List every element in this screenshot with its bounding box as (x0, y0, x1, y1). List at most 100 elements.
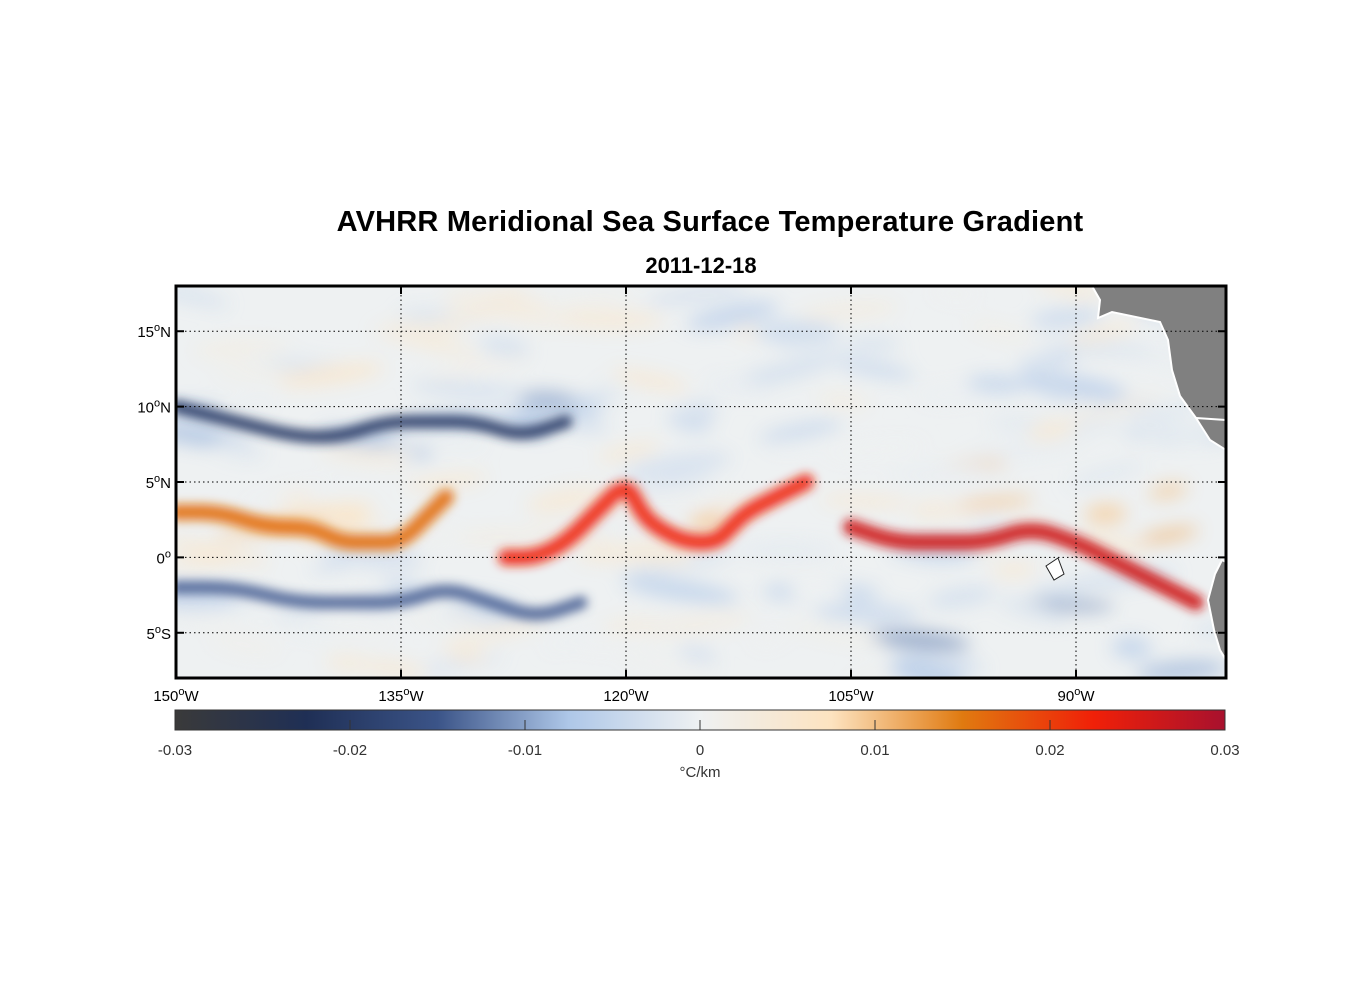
texture-blob (1016, 352, 1079, 373)
texture-blob (824, 438, 927, 461)
colorbar-tick-label: -0.02 (333, 742, 367, 759)
texture-blob (1112, 637, 1152, 659)
y-tick-label: 10oN (137, 398, 171, 417)
texture-blob (1040, 342, 1153, 356)
texture-blob (677, 401, 719, 421)
texture-blob (214, 439, 264, 460)
texture-blob (968, 321, 1033, 342)
texture-blob (625, 493, 744, 505)
texture-blob (460, 604, 513, 622)
texture-blob (847, 337, 899, 347)
texture-blob (176, 286, 230, 307)
feature-north-cold-band (176, 400, 573, 444)
feature-equatorial-front (176, 489, 454, 551)
texture-blob (686, 301, 779, 330)
texture-blob (1056, 395, 1164, 425)
texture-blob (1032, 586, 1084, 602)
texture-blob (1143, 419, 1215, 445)
land-galapagos (1045, 557, 1065, 581)
texture-blob (1084, 504, 1127, 524)
texture-blob (752, 321, 840, 343)
land-panama (1194, 416, 1226, 452)
colorbar-units: °C/km (679, 764, 721, 781)
x-tick-label: 135oW (378, 686, 424, 705)
texture-blob (582, 634, 655, 652)
x-tick-label: 150oW (153, 686, 199, 705)
y-tick-label: 15oN (137, 322, 171, 341)
texture-blob (423, 355, 531, 381)
texture-blob (819, 496, 914, 507)
colorbar-tick-label: 0.02 (1035, 742, 1064, 759)
texture-blob (619, 552, 735, 579)
texture-blob (735, 541, 838, 560)
feature-tiw-crest-2 (498, 474, 814, 566)
land-central-america (900, 286, 1226, 662)
texture-blob (1066, 463, 1145, 486)
texture-blob (765, 437, 828, 452)
texture-blob (598, 443, 661, 461)
texture-blob (176, 598, 237, 628)
texture-blob (1136, 661, 1226, 678)
colorbar-tick-label: 0 (696, 742, 704, 759)
texture-blob (518, 391, 578, 409)
texture-blob (1138, 527, 1199, 544)
texture-blob (581, 551, 694, 565)
axis-ticks (175, 286, 1226, 678)
land-ecuador-peru (1206, 558, 1226, 662)
texture-blob (318, 445, 411, 466)
texture-blob (526, 486, 605, 513)
texture-blob (622, 577, 739, 603)
texture-blob (355, 660, 428, 677)
texture-blob (554, 310, 665, 330)
texture-blob (816, 393, 870, 408)
texture-blob (1069, 324, 1137, 343)
feature-south-cold-band (176, 581, 588, 621)
texture-blob (750, 626, 789, 649)
texture-blob (531, 524, 636, 551)
texture-blob (897, 654, 985, 672)
texture-blob (1065, 404, 1159, 425)
texture-blob (1148, 484, 1188, 499)
texture-blob (539, 293, 636, 310)
y-tick-label: 5oN (146, 473, 171, 492)
texture-blob (966, 376, 1026, 393)
y-tick-label: 5oS (147, 624, 171, 643)
feature-east-front (843, 519, 1204, 611)
texture-blob (1030, 308, 1103, 328)
chart-subtitle: 2011-12-18 (645, 253, 757, 278)
texture-blob (325, 653, 372, 673)
texture-blob (479, 337, 530, 356)
texture-blob (997, 598, 1071, 623)
texture-blob (645, 286, 750, 304)
field-features (176, 400, 1204, 621)
texture-blob (328, 516, 367, 528)
texture-blob (991, 562, 1037, 578)
colorbar-ticks: -0.03 -0.02 -0.01 0 0.01 0.02 0.03 (158, 720, 1240, 759)
texture-blob (633, 475, 715, 495)
axis-labels: 150oW 135oW 120oW 105oW 90oW 15oN 10oN 5oN 0o 5oS (137, 322, 1095, 705)
texture-blob (1075, 532, 1149, 552)
x-tick-label: 120oW (603, 686, 649, 705)
texture-blob (640, 612, 752, 638)
texture-blob (610, 370, 689, 391)
colorbar-tick-label: 0.03 (1210, 742, 1239, 759)
texture-blob (176, 555, 240, 568)
texture-blob (381, 428, 490, 448)
texture-blob (955, 496, 1034, 509)
texture-blob (437, 620, 548, 649)
texture-blob (621, 452, 732, 481)
texture-blob (788, 581, 849, 603)
chart-title: AVHRR Meridional Sea Surface Temperature… (336, 206, 1084, 238)
texture-blob (813, 603, 920, 623)
texture-blob (271, 607, 325, 619)
texture-blob (927, 587, 995, 608)
colorbar-tick-label: -0.01 (508, 742, 542, 759)
texture-blob (797, 303, 900, 319)
texture-blob (593, 378, 641, 395)
texture-blob (787, 624, 884, 646)
texture-blob (449, 648, 486, 662)
texture-blob (869, 629, 971, 652)
colorbar-tick-label: -0.03 (158, 742, 192, 759)
texture-blob (705, 376, 767, 396)
